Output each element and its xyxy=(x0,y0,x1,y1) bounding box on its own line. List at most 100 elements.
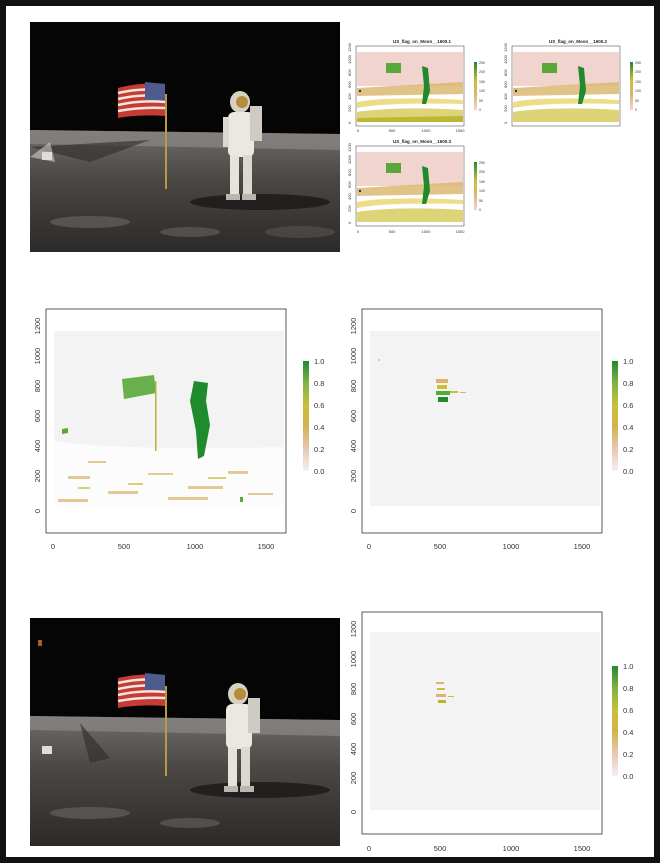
legend-tick: 250 xyxy=(479,61,485,65)
legend-tick: 1.0 xyxy=(623,662,633,671)
y-tick: 200 xyxy=(504,105,508,112)
legend-tick: 150 xyxy=(635,80,641,84)
y-tick: 1200 xyxy=(348,142,352,152)
small-plot-1-frame xyxy=(355,45,465,127)
plot-1-astronaut xyxy=(190,381,210,459)
moon-landing-photo xyxy=(30,22,340,252)
y-tick: 600 xyxy=(33,410,42,423)
y-tick: 1200 xyxy=(349,318,358,335)
legend-tick: 0.0 xyxy=(623,467,633,476)
y-tick: 1200 xyxy=(33,318,42,335)
legend-tick: 150 xyxy=(479,80,485,84)
legend-tick: 100 xyxy=(635,89,641,93)
y-tick: 0 xyxy=(348,221,352,224)
x-tick: 1500 xyxy=(456,128,466,133)
plot-2-legend xyxy=(612,361,618,471)
plot-2-flag-detections xyxy=(436,379,466,402)
x-tick: 500 xyxy=(434,542,447,551)
legend-tick: 100 xyxy=(479,189,485,193)
raster-astronaut xyxy=(422,66,430,104)
y-tick: 200 xyxy=(349,470,358,483)
y-tick: 0 xyxy=(349,810,358,814)
legend-tick: 0.4 xyxy=(623,728,633,737)
legend-tick: 0.6 xyxy=(623,706,633,715)
legend-tick: 0.6 xyxy=(623,401,633,410)
y-tick: 200 xyxy=(33,470,42,483)
y-tick: 1200 xyxy=(348,42,352,52)
y-tick: 1000 xyxy=(349,348,358,365)
x-tick: 1000 xyxy=(422,128,432,133)
small-plot-1-yticks: 0 200 400 600 800 1000 1200 xyxy=(347,42,352,124)
legend-tick: 0.0 xyxy=(623,772,633,781)
y-tick: 600 xyxy=(348,81,352,88)
x-tick: 0 xyxy=(367,542,371,551)
astronaut xyxy=(223,91,262,200)
legend-tick: 0.2 xyxy=(623,750,633,759)
small-plot-3: US_flag_on_Moon__1600.3 0 50 100 150 200… xyxy=(347,136,498,241)
legend-tick: 1.0 xyxy=(623,357,633,366)
y-tick: 400 xyxy=(349,743,358,756)
y-tick: 800 xyxy=(348,69,352,76)
y-tick: 200 xyxy=(348,205,352,212)
legend-tick: 50 xyxy=(479,199,483,203)
y-tick: 400 xyxy=(348,93,352,100)
x-tick: 1500 xyxy=(574,844,591,853)
small-plot-3-title: US_flag_on_Moon__1600.3 xyxy=(393,139,452,144)
y-tick: 1000 xyxy=(504,54,508,64)
y-tick: 1000 xyxy=(348,154,352,164)
y-tick: 0 xyxy=(349,509,358,513)
y-tick: 400 xyxy=(348,193,352,200)
probability-plot-2: 0 500 1000 1500 0 200 400 600 800 1000 1… xyxy=(344,301,660,563)
x-tick: 1000 xyxy=(503,844,520,853)
x-tick: 0 xyxy=(51,542,55,551)
x-tick: 1000 xyxy=(187,542,204,551)
y-tick: 400 xyxy=(349,440,358,453)
y-tick: 1200 xyxy=(349,621,358,638)
legend-tick: 250 xyxy=(479,161,485,165)
x-tick: 0 xyxy=(367,844,371,853)
y-tick: 600 xyxy=(349,410,358,423)
legend-tick: 200 xyxy=(635,70,641,74)
small-plot-1-legend xyxy=(474,62,477,110)
small-plot-2-title: US_flag_on_Moon__1600.2 xyxy=(549,39,608,44)
y-tick: 600 xyxy=(349,713,358,726)
legend-tick: 150 xyxy=(479,180,485,184)
y-tick: 1000 xyxy=(33,348,42,365)
x-tick: 500 xyxy=(389,128,396,133)
y-tick: 800 xyxy=(349,683,358,696)
legend-tick: 0.4 xyxy=(623,423,633,432)
y-tick: 1200 xyxy=(504,42,508,52)
x-tick: 0 xyxy=(357,229,360,234)
small-plot-1-title: US_flag_on_Moon__1600.1 xyxy=(393,39,452,44)
legend-tick: 0.8 xyxy=(623,684,633,693)
plot-3-legend xyxy=(612,666,618,776)
legend-tick: 50 xyxy=(479,99,483,103)
plot-3-flag-detections xyxy=(436,682,454,703)
plot-1-legend xyxy=(303,361,309,471)
legend-tick: 0 xyxy=(479,108,481,112)
legend-tick: 0.6 xyxy=(314,401,324,410)
legend-tick: 250 xyxy=(635,61,641,65)
legend-tick: 0 xyxy=(635,108,637,112)
y-tick: 200 xyxy=(349,772,358,785)
legend-tick: 200 xyxy=(479,70,485,74)
y-tick: 400 xyxy=(504,93,508,100)
x-tick: 1000 xyxy=(422,229,432,234)
legend-tick: 0.2 xyxy=(314,445,324,454)
y-tick: 400 xyxy=(33,440,42,453)
y-tick: 800 xyxy=(33,380,42,393)
legend-tick: 0.0 xyxy=(314,467,324,476)
legend-tick: 200 xyxy=(479,170,485,174)
legend-tick: 100 xyxy=(479,89,485,93)
legend-tick: 0.8 xyxy=(314,379,324,388)
flag-pole xyxy=(165,94,167,189)
y-tick: 600 xyxy=(504,81,508,88)
y-tick: 800 xyxy=(504,69,508,76)
small-plot-2: US_flag_on_Moon__1600.2 0 50 100 150 200… xyxy=(503,36,654,134)
legend-tick: 0.4 xyxy=(314,423,324,432)
y-tick: 0 xyxy=(504,121,508,124)
y-tick: 600 xyxy=(348,181,352,188)
x-tick: 500 xyxy=(389,229,396,234)
y-tick: 1000 xyxy=(348,54,352,64)
moon-photo-svg xyxy=(30,22,340,252)
